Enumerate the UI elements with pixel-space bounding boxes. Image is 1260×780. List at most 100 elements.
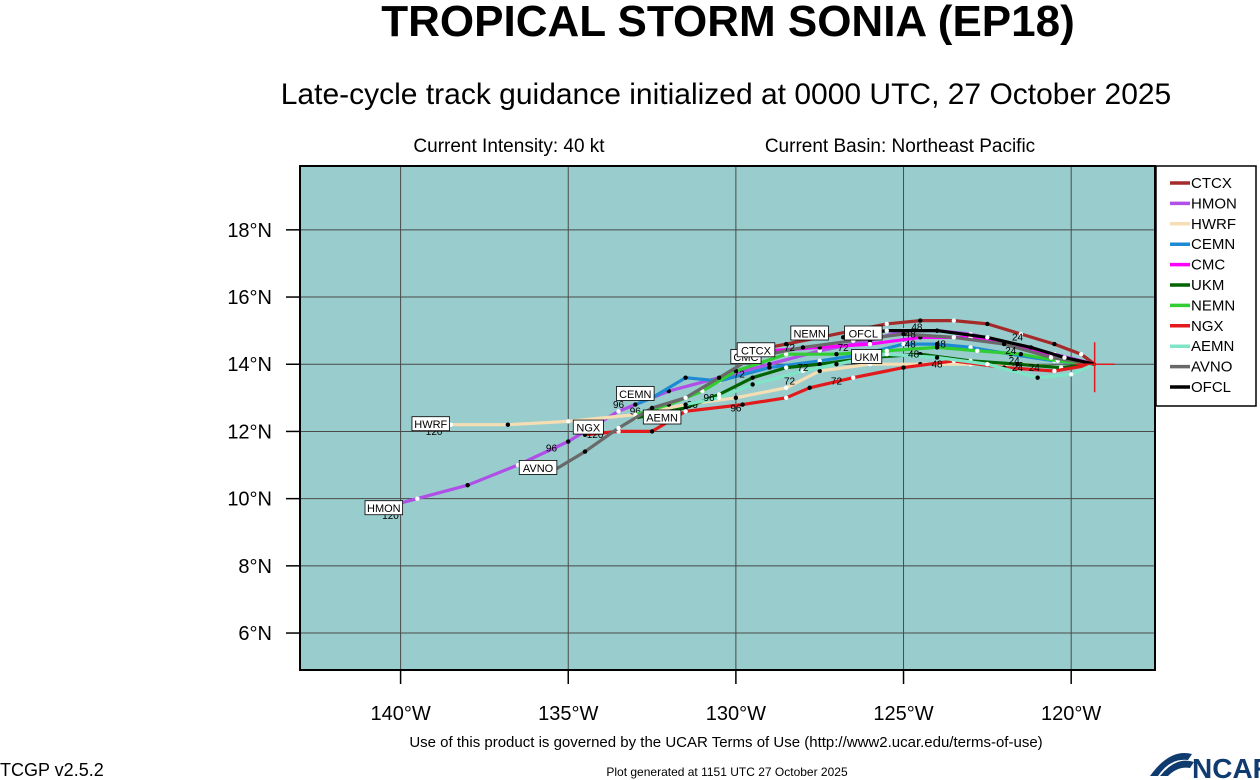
- model-label-box: [572, 419, 604, 435]
- forecast-hour-label: 48: [931, 360, 943, 371]
- forecast-hour-label: 48: [911, 323, 923, 334]
- model-label-ctcx: CTCX: [741, 345, 772, 357]
- track-point: [767, 362, 772, 367]
- track-point: [1015, 362, 1020, 367]
- track-point: [1062, 355, 1067, 360]
- forecast-hour-label: 48: [905, 339, 917, 350]
- model-label-hmon: HMON: [367, 503, 401, 515]
- model-label-box: [790, 325, 829, 341]
- track-point: [985, 362, 990, 367]
- lat-tick-label: 18°N: [227, 220, 272, 242]
- track-point: [683, 405, 688, 411]
- forecast-hour-label: 24: [1012, 363, 1024, 374]
- track-point: [783, 351, 789, 357]
- forecast-hour-label: 24: [1009, 356, 1021, 367]
- track-point: [1028, 345, 1034, 350]
- forecast-hour-label: 96: [546, 444, 558, 455]
- track-point: [851, 375, 856, 380]
- current-basin: Current Basin: Northeast Pacific: [765, 136, 1035, 157]
- plot-generated-time: Plot generated at 1151 UTC 27 October 20…: [606, 765, 848, 779]
- track-point: [566, 419, 571, 424]
- forecast-hour-label: 96: [730, 403, 742, 414]
- forecast-hour-markers: 9696969672727272727248484848484824242424…: [546, 323, 1040, 455]
- latitude-axis: 18°N 16°N 14°N 12°N 10°N 8°N 6°N: [227, 220, 300, 645]
- track-point: [901, 365, 906, 370]
- track-point: [834, 351, 839, 357]
- legend-label-cmc: CMC: [1191, 257, 1225, 274]
- legend-label-ngx: NGX: [1191, 318, 1224, 335]
- lat-tick-label: 8°N: [238, 556, 272, 578]
- lat-tick-label: 10°N: [227, 489, 272, 511]
- guidance-subtitle: Late-cycle track guidance initialized at…: [281, 78, 1172, 111]
- track-point: [951, 335, 957, 340]
- lon-tick-label: 130°W: [706, 703, 766, 725]
- track-point: [985, 335, 990, 340]
- lat-tick-label: 6°N: [238, 623, 272, 645]
- track-point: [901, 341, 906, 347]
- track-point: [884, 348, 889, 353]
- track-point: [649, 405, 655, 411]
- track-point: [716, 392, 722, 397]
- track-point: [918, 318, 923, 323]
- forecast-hour-label: 48: [908, 350, 920, 361]
- track-point: [740, 402, 745, 407]
- track-point: [582, 449, 588, 454]
- lat-tick-label: 12°N: [227, 421, 272, 443]
- legend-label-ofcl: OFCL: [1191, 379, 1231, 396]
- track-point: [834, 362, 839, 367]
- track-point: [616, 409, 621, 414]
- track-point: [716, 395, 722, 401]
- track-point: [783, 385, 789, 390]
- model-label-box: [616, 386, 655, 401]
- track-point: [415, 496, 420, 501]
- track-point: [783, 365, 789, 370]
- track-point: [951, 318, 957, 323]
- legend-label-ctcx: CTCX: [1191, 175, 1232, 192]
- legend-label-hmon: HMON: [1191, 195, 1237, 212]
- model-label-box: [844, 325, 883, 341]
- graticule: [300, 166, 1155, 670]
- forecast-hour-label: 96: [703, 393, 715, 404]
- model-label-avno: AVNO: [523, 463, 554, 475]
- forecast-hour-label: 24: [1029, 363, 1041, 374]
- model-label-ngx: NGX: [576, 423, 601, 435]
- model-legend: CTCX HMON HWRF CEMN CMC UKM NEMN NGX AEMN AVNO OFC…: [1155, 165, 1257, 407]
- legend-entries: CTCX HMON HWRF CEMN CMC UKM NEMN NGX AEMN AVNO OFC…: [1170, 175, 1237, 396]
- forecast-hour-label: 72: [784, 343, 796, 354]
- track-point: [767, 365, 772, 370]
- track-point: [934, 345, 940, 350]
- lon-tick-label: 140°W: [370, 703, 430, 725]
- track-avno: [549, 332, 1097, 474]
- track-point: [683, 409, 688, 414]
- track-point: [1018, 351, 1024, 357]
- lat-tick-label: 14°N: [227, 354, 272, 376]
- track-point: [884, 328, 889, 333]
- forecast-hour-label: 120: [426, 427, 443, 438]
- model-label-box: [411, 416, 450, 432]
- longitude-axis: 140°W 135°W 130°W 125°W 120°W: [370, 670, 1101, 725]
- track-point: [934, 355, 940, 360]
- lon-tick-label: 125°W: [873, 703, 933, 725]
- current-intensity: Current Intensity: 40 kt: [413, 136, 605, 157]
- track-point: [934, 328, 940, 333]
- track-point: [817, 362, 822, 367]
- storm-center-marker: [1074, 342, 1115, 393]
- track-point: [783, 395, 789, 401]
- track-point: [1052, 341, 1057, 347]
- lon-tick-label: 135°W: [538, 703, 598, 725]
- track-point: [1035, 375, 1040, 380]
- track-point: [867, 341, 873, 347]
- track-point: [934, 341, 940, 347]
- track-point: [616, 425, 621, 431]
- legend-label-ukm: UKM: [1191, 277, 1224, 294]
- forecast-hour-label: 72: [734, 370, 746, 381]
- legend-label-hwrf: HWRF: [1191, 216, 1236, 233]
- legend-label-aemn: AEMN: [1191, 338, 1234, 355]
- track-point: [505, 422, 511, 427]
- forecast-hour-label: 96: [687, 400, 699, 411]
- forecast-hour-label: 120: [587, 430, 604, 441]
- track-point: [1048, 355, 1054, 360]
- ncar-logo: NCAR: [1150, 752, 1260, 780]
